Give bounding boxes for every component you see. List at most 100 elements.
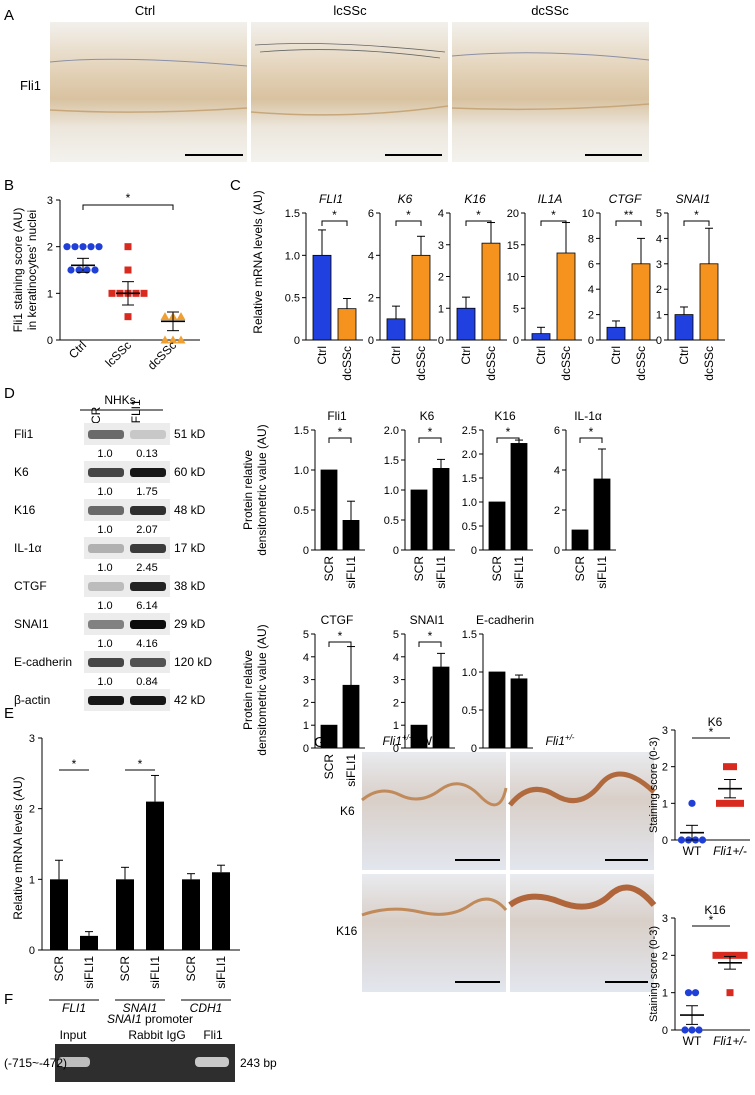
panel-c-bars: Relative mRNA levels (AU) FLI1 0 0.5 1.0 1.5 C… (251, 190, 725, 381)
panel-c-ylabel: Relative mRNA levels (AU) (251, 190, 265, 333)
panel-b-point-0-0 (63, 243, 71, 251)
panel-d-ytick-label-5-2: 2 (393, 697, 399, 709)
blot-row-label-4: CTGF (14, 579, 47, 593)
panel-d-ytick-label-2-1: 0.5 (462, 521, 477, 533)
panel-d-ytick-label-5-4: 4 (393, 652, 399, 664)
panel-g-k16-ytick-label-2: 2 (662, 950, 668, 962)
panel-d-ytick-label-6-3: 1.5 (462, 629, 477, 641)
panel-c-xlabel-3-0: Ctrl (534, 346, 548, 365)
panel-b-point-1-6 (140, 289, 148, 297)
panel-c-ytick-label-5-1: 1 (656, 310, 662, 322)
panel-d-xlabel-1-0: SCR (412, 556, 426, 582)
panel-d-xlabel-2-0: SCR (490, 556, 504, 582)
panel-g-k6-point-1-1 (730, 763, 737, 771)
panel-letter-e: E (4, 705, 14, 722)
panel-g-k16-ytick-label-1: 1 (662, 988, 668, 1000)
panel-g-k6-point-0-1 (677, 836, 686, 844)
panel-d-xlabel-4-0: SCR (322, 754, 336, 780)
panel-e-xlabel-1-0: SCR (118, 956, 132, 982)
blot-quant-2-0: 1.0 (97, 524, 112, 536)
panel-d-title-6: E-cadherin (476, 613, 534, 627)
panel-d-bar-4-1 (342, 684, 360, 749)
panel-g-k6-xlabel-1: Fli1+/- (713, 844, 747, 858)
blot-size-2: 48 kD (174, 503, 206, 517)
panel-d-sig-label-5: * (428, 629, 433, 643)
panel-letter-f: F (4, 991, 13, 1008)
panel-a-col-dcssc: dcSSc (531, 3, 569, 18)
panel-b-point-0-6 (75, 266, 83, 274)
panel-d-ytick-label-1-3: 1.5 (384, 455, 399, 467)
panel-d-ylabel-top-0: Protein relative (241, 450, 255, 530)
panel-d-ytick-label-5-1: 1 (393, 720, 399, 732)
panel-d-ytick-label-3-0: 0 (554, 545, 560, 557)
panel-c-title-2: K16 (464, 192, 486, 206)
panel-letter-g: G (314, 734, 326, 751)
panel-d-bar-2-0 (488, 501, 506, 551)
panel-d-ytick-label-4-3: 3 (303, 675, 309, 687)
blot-header: NHKs (104, 393, 135, 407)
blot-quant-5-0: 1.0 (97, 638, 112, 650)
panel-c-sig-bracket-1 (395, 220, 422, 226)
panel-d-ytick-label-5-3: 3 (393, 675, 399, 687)
blot-quant-6-0: 1.0 (97, 676, 112, 688)
panel-d-ylabel-bottom-1: densitometric value (AU) (255, 624, 269, 755)
panel-c-bar-0-1 (337, 308, 357, 341)
panel-b-scatter: 0 1 2 3 Fli1 staining score (AU) in keratinoc… (11, 191, 200, 373)
panel-c-title-0: FLI1 (319, 192, 343, 206)
blot-strip-0 (84, 423, 170, 445)
panel-c-ytick-label-2-1: 1 (438, 303, 444, 315)
panel-c-xlabel-5-0: Ctrl (677, 346, 691, 365)
panel-g-k6-point-0-0 (688, 799, 696, 807)
panel-e-ylabel: Relative mRNA levels (AU) (11, 776, 25, 919)
blot-size-6: 120 kD (174, 655, 212, 669)
blot-row-label-5: SNAI1 (14, 617, 49, 631)
panel-g-k16-point-1-4 (740, 951, 748, 959)
panel-g-k6-point-0-4 (698, 836, 707, 844)
panel-b-point-1-1 (124, 266, 132, 274)
panel-d-title-1: K6 (420, 409, 435, 423)
panel-d-bar-3-0 (571, 529, 589, 551)
panel-e-bar-1-1 (146, 801, 164, 950)
blot-strip-3 (84, 537, 170, 559)
panel-b-point-1-0 (124, 243, 132, 251)
panel-f-lane-input: Input (60, 1028, 87, 1042)
panel-b-ytick-label-2: 2 (47, 242, 53, 254)
panel-c-ytick-label-4-2: 4 (588, 284, 594, 296)
panel-d-sig-label-3: * (589, 425, 594, 439)
panel-d-ytick-label-2-0: 0 (471, 545, 477, 557)
panel-b-sig-bracket (82, 204, 174, 210)
panel-c-bar-2-0 (456, 307, 476, 341)
panel-c-xlabel-0-1: dcSSc (340, 346, 354, 381)
panel-b-point-2-2 (176, 312, 186, 321)
panel-b-ylabel-0: Fli1 staining score (AU) (11, 208, 25, 333)
panel-c-ytick-label-3-0: 0 (513, 335, 519, 347)
blot-band-3-0 (88, 544, 124, 553)
panel-g-k6-point-1-5 (737, 799, 744, 807)
panel-e-ytick-label-0: 0 (29, 945, 35, 957)
panel-d-xlabel-1-1: siFLI1 (434, 556, 448, 589)
blot-quant-2-1: 2.07 (136, 524, 157, 536)
panel-d-ytick-label-4-0: 0 (303, 743, 309, 755)
panel-c-sig-label-0: * (332, 208, 337, 222)
panel-c-sig-label-5: * (694, 208, 699, 222)
blot-row-label-0: Fli1 (14, 427, 34, 441)
blot-strip-2 (84, 499, 170, 521)
panel-d-ytick-label-4-4: 4 (303, 652, 309, 664)
blot-strip-4 (84, 575, 170, 597)
panel-c-xlabel-2-1: dcSSc (484, 346, 498, 381)
panel-c-ytick-label-1-0: 0 (368, 335, 374, 347)
panel-d-bar-0-1 (342, 520, 360, 551)
panel-g-col-wt-sup: +/+ (402, 733, 414, 742)
panel-c-bar-1-1 (411, 254, 431, 341)
blot-row-label-2: K16 (14, 503, 36, 517)
panel-d-ytick-label-1-0: 0 (393, 545, 399, 557)
panel-e-ytick-label-2: 2 (29, 804, 35, 816)
panel-c-sig-bracket-0 (321, 220, 348, 226)
panel-d-bar-2-1 (510, 443, 528, 551)
blot-band-5-0 (88, 620, 124, 629)
panel-c-ytick-label-2-4: 4 (438, 208, 444, 220)
panel-e-sig-0: * (72, 757, 77, 771)
panel-d-ytick-label-2-4: 2.0 (462, 449, 477, 461)
panel-d-ytick-label-0-3: 1.5 (294, 425, 309, 437)
